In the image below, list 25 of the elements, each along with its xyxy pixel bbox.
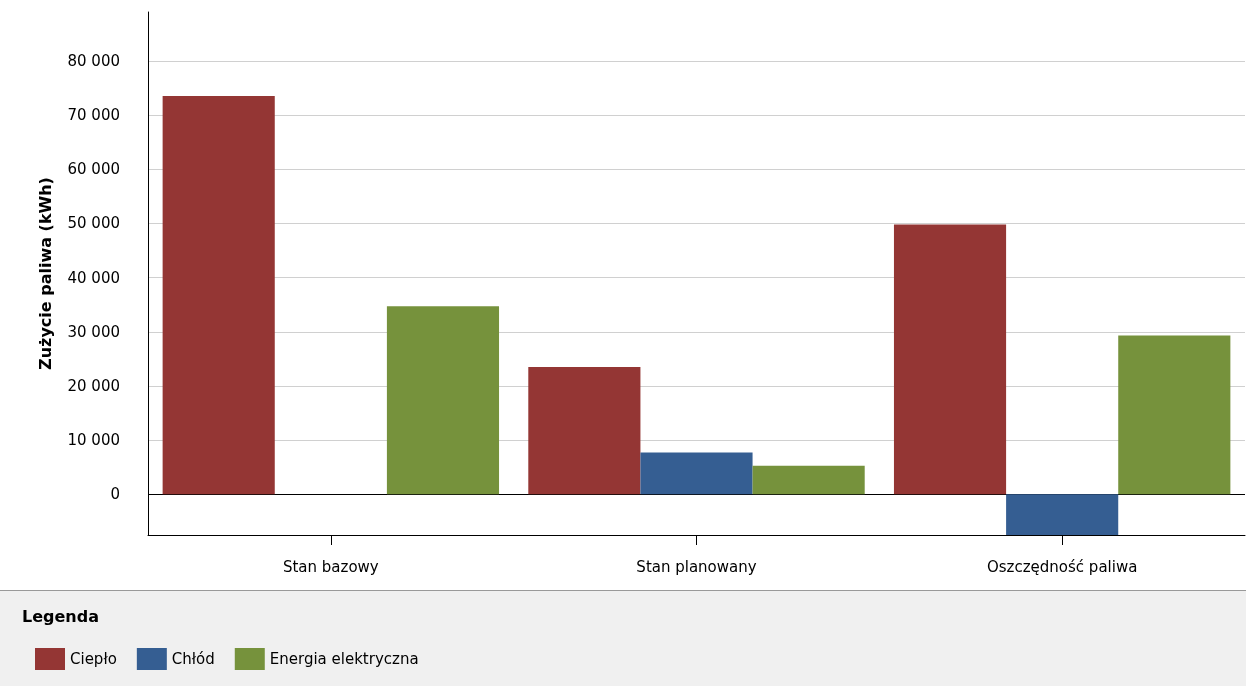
y-tick-label: 40 000: [67, 268, 120, 287]
x-tick-label: Oszczędność paliwa: [986, 557, 1138, 576]
y-tick-label: 10 000: [67, 431, 120, 450]
bar: [640, 452, 753, 495]
bar: [528, 366, 641, 495]
y-tick-label: 80 000: [67, 51, 120, 70]
legend-label: Chłód: [171, 650, 215, 668]
y-tick-label: 70 000: [67, 105, 120, 124]
bar: [1118, 335, 1231, 495]
y-tick-label: 50 000: [67, 214, 120, 233]
x-tick-label: Stan planowany: [636, 557, 757, 576]
bar: [752, 465, 865, 495]
y-axis-title: Zużycie paliwa (kWh): [35, 177, 55, 370]
legend-label: Energia elektryczna: [269, 650, 419, 668]
x-tick-label: Stan bazowy: [282, 557, 379, 576]
y-tick-label: 20 000: [67, 376, 120, 395]
y-tick-label: 30 000: [67, 322, 120, 341]
legend-title: Legenda: [22, 606, 99, 626]
bar: [1006, 494, 1119, 535]
bar: [386, 306, 500, 495]
bar: [162, 96, 275, 495]
y-tick-label: 60 000: [67, 160, 120, 179]
bar: [893, 224, 1007, 495]
legend-label: Ciepło: [70, 650, 117, 668]
y-tick-label: 0: [110, 485, 120, 504]
